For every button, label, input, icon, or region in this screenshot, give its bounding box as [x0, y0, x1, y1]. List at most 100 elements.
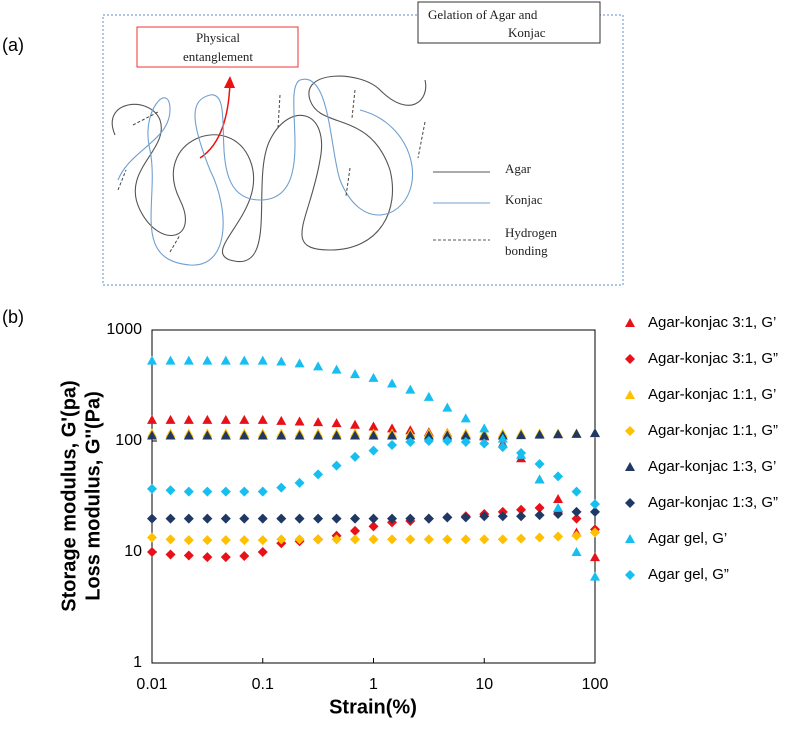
- data-point: [368, 534, 379, 545]
- data-point: [442, 512, 453, 523]
- data-point: [294, 477, 305, 488]
- y-axis-label: Storage modulus, G'(pa): [58, 380, 80, 611]
- data-point: [368, 421, 379, 431]
- data-point: [590, 571, 600, 581]
- arrow: [199, 81, 231, 159]
- data-point: [497, 511, 508, 522]
- data-point: [183, 535, 194, 546]
- data-point: [257, 535, 268, 546]
- data-point: [368, 445, 379, 456]
- data-point: [220, 552, 231, 563]
- data-point: [239, 551, 250, 562]
- title-box: [417, 1, 601, 44]
- data-point: [516, 447, 527, 458]
- data-point: [183, 550, 194, 561]
- data-point: [183, 355, 194, 365]
- data-point: [257, 430, 268, 440]
- data-point: [220, 535, 231, 546]
- data-point: [350, 525, 361, 536]
- data-point: [350, 369, 361, 379]
- legend-label: Agar-konjac 1:1, G”: [648, 422, 778, 439]
- legend-label: bonding: [505, 243, 548, 258]
- data-point: [590, 499, 600, 510]
- data-point: [553, 494, 564, 504]
- data-point: [590, 428, 600, 438]
- arrowhead: [224, 76, 235, 88]
- data-point: [387, 430, 398, 440]
- data-point: [313, 430, 324, 440]
- legend-label: Agar-konjac 1:3, G”: [648, 494, 778, 511]
- data-point: [442, 534, 453, 545]
- data-point: [331, 364, 342, 374]
- data-point: [405, 513, 416, 524]
- data-point: [331, 513, 342, 524]
- data-point: [534, 459, 545, 470]
- data-point: [497, 433, 508, 443]
- legend-marker: [625, 390, 635, 399]
- data-point: [423, 534, 434, 545]
- data-point: [202, 355, 213, 365]
- data-point: [405, 430, 416, 440]
- x-tick-label: 1: [369, 676, 378, 693]
- legend-marker: [625, 354, 635, 364]
- data-point: [350, 534, 361, 545]
- data-point: [387, 440, 398, 451]
- x-tick-label: 100: [582, 676, 609, 693]
- data-point: [516, 533, 527, 544]
- data-point: [331, 418, 342, 428]
- data-point: [313, 417, 324, 427]
- legend-marker: [625, 462, 635, 471]
- data-point: [350, 513, 361, 524]
- data-point: [350, 451, 361, 462]
- data-point: [423, 430, 434, 440]
- data-point: [387, 378, 398, 388]
- data-point: [239, 430, 250, 440]
- legend-marker: [625, 534, 635, 543]
- legend-label: Agar gel, G”: [648, 566, 729, 583]
- legend-marker: [625, 318, 635, 327]
- data-point: [571, 547, 582, 556]
- data-point: [202, 414, 213, 424]
- data-point: [276, 482, 287, 493]
- data-point: [147, 483, 157, 494]
- y-tick-label: 100: [115, 432, 142, 449]
- data-point: [294, 534, 305, 545]
- data-point: [294, 358, 305, 368]
- data-point: [313, 513, 324, 524]
- data-point: [331, 430, 342, 440]
- y-tick-label: 10: [124, 543, 142, 560]
- data-point: [276, 415, 287, 425]
- legend-marker: [625, 498, 635, 508]
- data-point: [590, 552, 600, 562]
- annotation: entanglement: [183, 49, 253, 64]
- data-point: [516, 430, 527, 440]
- data-point: [534, 532, 545, 543]
- data-point: [239, 535, 250, 546]
- data-point: [147, 414, 157, 424]
- data-point: [553, 531, 564, 542]
- data-point: [165, 549, 176, 560]
- data-point: [368, 513, 379, 524]
- data-point: [220, 414, 231, 424]
- data-point: [147, 513, 157, 524]
- data-point: [165, 513, 176, 524]
- data-point: [534, 429, 545, 439]
- annotation: Physical: [196, 30, 240, 45]
- data-point: [257, 486, 268, 497]
- data-point: [147, 355, 157, 365]
- data-point: [423, 391, 434, 401]
- legend-label: Hydrogen: [505, 225, 557, 240]
- data-point: [202, 513, 213, 524]
- data-point: [202, 430, 213, 440]
- data-point: [571, 506, 582, 517]
- data-point: [479, 534, 490, 545]
- data-point: [405, 436, 416, 447]
- data-point: [553, 471, 564, 482]
- data-point: [534, 502, 545, 513]
- data-point: [442, 430, 453, 440]
- data-point: [183, 486, 194, 497]
- data-point: [387, 423, 398, 433]
- data-point: [183, 430, 194, 440]
- diagram-frame: [102, 14, 624, 286]
